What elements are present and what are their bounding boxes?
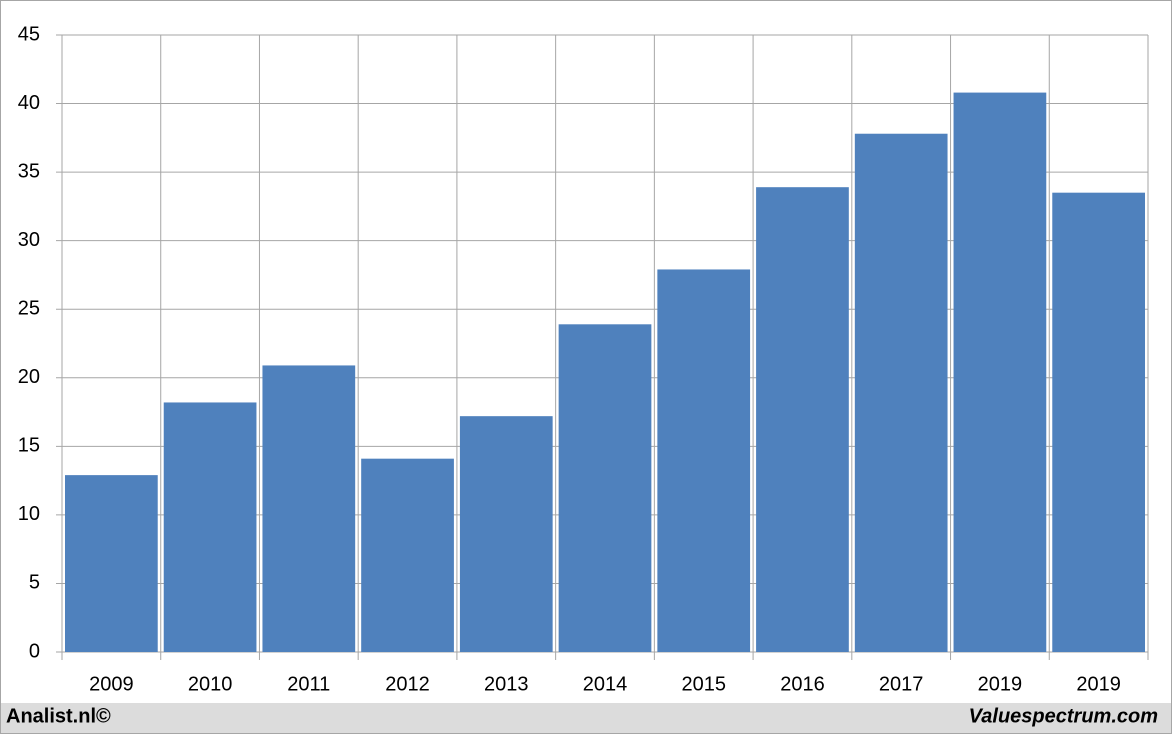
bar [854,133,948,653]
footer-right: Valuespectrum.com [969,705,1158,727]
x-tick-label: 2019 [978,673,1023,695]
bar [953,92,1047,652]
y-tick-label: 0 [29,640,40,662]
x-tick-label: 2011 [287,673,330,695]
y-tick-label: 10 [18,503,40,525]
bar [558,324,652,652]
y-tick-label: 25 [18,298,40,320]
x-tick-label: 2014 [583,673,628,695]
x-tick-label: 2016 [780,673,825,695]
bar [1052,192,1145,652]
bar [65,475,158,652]
bar [459,416,553,652]
y-tick-label: 35 [18,160,40,182]
footer-left: Analist.nl© [6,705,111,727]
bar [361,458,454,652]
x-tick-label: 2012 [385,673,430,695]
x-tick-label: 2010 [188,673,233,695]
y-tick-label: 15 [18,435,40,457]
x-tick-label: 2019 [1076,673,1121,695]
footer-band [1,703,1171,733]
y-tick-label: 5 [29,572,40,594]
x-tick-label: 2017 [879,673,924,695]
y-tick-label: 20 [18,366,40,388]
bar [657,269,751,652]
x-tick-label: 2015 [681,673,726,695]
bar [756,187,849,652]
bar [163,402,257,652]
x-tick-label: 2013 [484,673,529,695]
bar [262,365,356,652]
y-tick-label: 40 [18,92,40,114]
y-tick-label: 45 [18,23,40,45]
y-tick-label: 30 [18,229,40,251]
x-tick-label: 2009 [89,673,134,695]
